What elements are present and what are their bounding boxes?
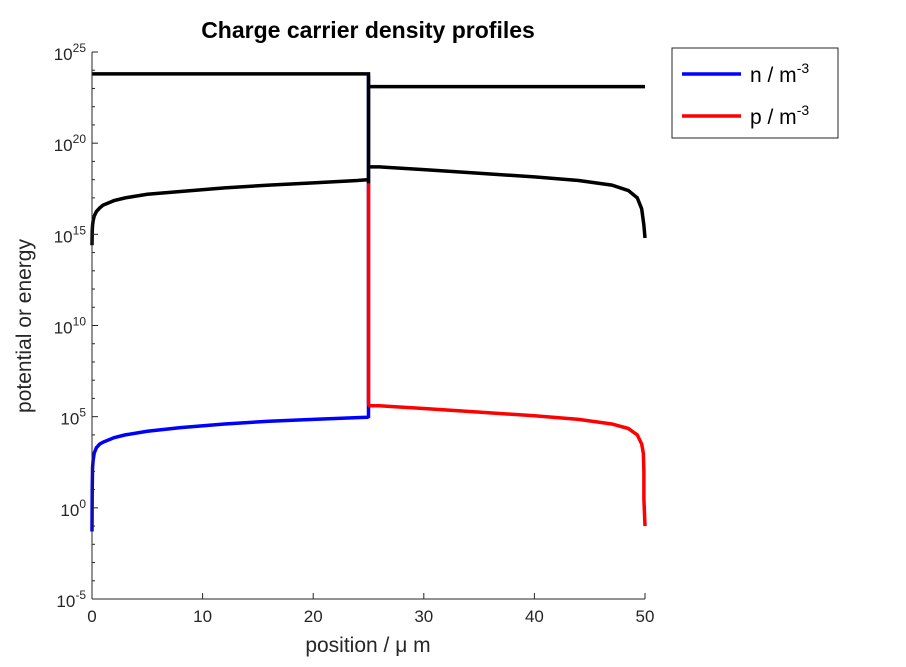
y-tick-label-5: 1020 — [54, 132, 87, 155]
x-tick-label-5: 50 — [636, 607, 655, 626]
x-tick-label-0: 0 — [87, 607, 96, 626]
y-tick-label-3: 1010 — [54, 315, 87, 338]
legend-box — [671, 47, 839, 139]
x-axis-label: position / μ m — [305, 634, 430, 657]
x-tick-label-4: 40 — [525, 607, 544, 626]
x-tick-label-1: 10 — [193, 607, 212, 626]
legend: n / m-3 p / m-3 — [671, 47, 839, 139]
series-line-0 — [90, 75, 371, 532]
legend-entry-p-sup: -3 — [797, 102, 810, 118]
y-tick-label-0: 10-5 — [56, 588, 86, 611]
series-line-1 — [366, 183, 647, 527]
legend-entry-n: n / m-3 — [750, 60, 809, 87]
legend-entry-n-sup: -3 — [797, 60, 810, 76]
series-line-3 — [90, 177, 369, 246]
y-tick-label-4: 1015 — [54, 223, 87, 246]
series-layer — [90, 72, 647, 532]
legend-entry-p-text: p / m — [750, 106, 797, 129]
legend-entry-p: p / m-3 — [750, 102, 809, 129]
series-line-4 — [368, 165, 647, 239]
chart-title: Charge carrier density profiles — [201, 17, 535, 43]
y-tick-label-6: 1025 — [54, 41, 87, 64]
y-tick-label-1: 100 — [60, 497, 86, 520]
legend-entry-n-text: n / m — [750, 64, 797, 87]
y-tick-label-2: 105 — [60, 406, 86, 429]
x-tick-label-3: 30 — [414, 607, 433, 626]
x-tick-label-2: 20 — [304, 607, 323, 626]
series-line-2 — [92, 72, 645, 184]
y-axis-label: potential or energy — [13, 239, 36, 413]
